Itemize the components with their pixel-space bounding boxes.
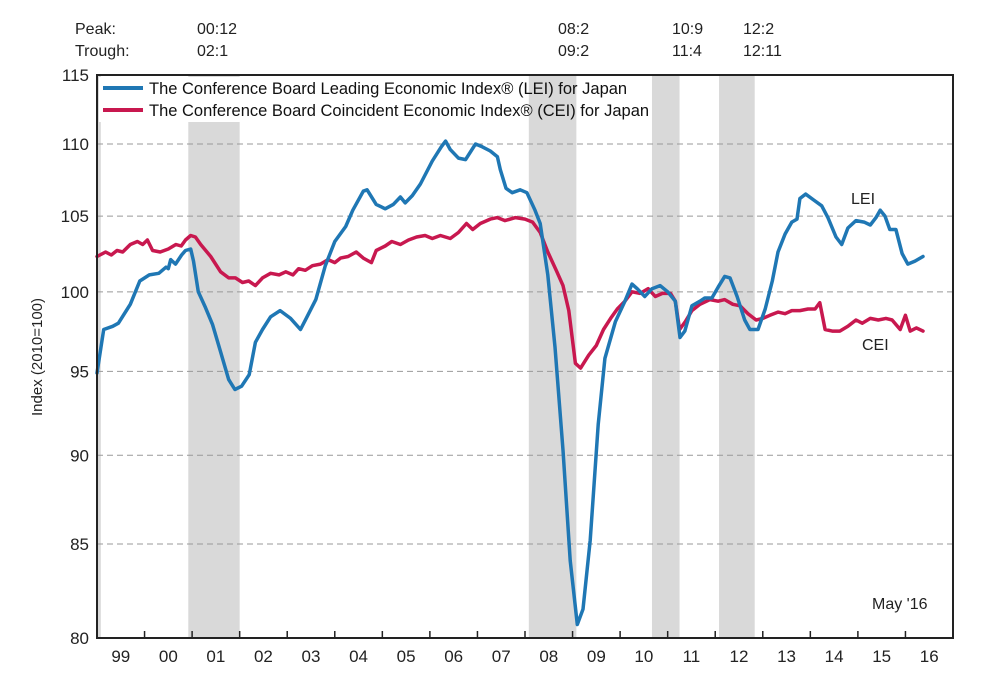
x-tick-label: 03 [302,647,321,666]
x-tick-label: 14 [825,647,844,666]
x-tick-label: 05 [397,647,416,666]
gridlines [97,143,953,545]
legend: The Conference Board Leading Economic In… [99,77,649,122]
legend-box [99,77,454,122]
y-tick-label: 85 [70,535,89,554]
y-axis-title: Index (2010=100) [29,298,46,416]
x-tick-label: 11 [683,647,701,666]
x-tick-label: 07 [492,647,511,666]
y-tick-label: 90 [70,446,89,465]
x-tick-label: 09 [587,647,606,666]
legend-label-lei: The Conference Board Leading Economic In… [149,80,627,98]
y-tick-label: 80 [70,629,89,648]
x-tick-label: 02 [254,647,273,666]
trough-date: 02:1 [197,43,228,60]
peak-date: 10:9 [672,21,703,38]
annotation-cei: CEI [862,337,889,354]
recession-bands [97,75,755,638]
series-line-cei [95,215,925,370]
turning-points: 00:12 02:1 08:2 09:2 10:9 11:4 12:2 12:11 [197,21,782,60]
x-tick-label: 12 [730,647,749,666]
trough-row-label: Trough: [75,43,130,60]
recession-band [651,75,680,638]
x-tick-label: 00 [159,647,178,666]
series-lines [95,139,925,627]
x-tick-label: 01 [206,647,225,666]
x-tick-label: 04 [349,647,368,666]
y-tick-label: 105 [61,207,89,226]
y-tick-label: 100 [61,283,89,302]
x-tick-label: 06 [444,647,463,666]
x-tick-label: 13 [777,647,796,666]
peak-row-label: Peak: [75,21,116,38]
trough-date: 11:4 [672,43,702,60]
y-tick-label: 95 [70,362,89,381]
recession-band [719,75,755,638]
annotation-date: May '16 [872,596,928,613]
trough-date: 09:2 [558,43,589,60]
x-tick-label: 15 [872,647,891,666]
x-tick-label: 16 [920,647,939,666]
recession-band [188,75,240,638]
y-axis: 80 85 90 95 100 105 110 115 [61,66,89,648]
peak-date: 12:2 [743,21,774,38]
annotation-lei: LEI [851,191,875,208]
peak-date: 00:12 [197,21,237,38]
y-tick-label: 110 [62,135,89,154]
x-tick-label: 10 [634,647,653,666]
peak-date: 08:2 [558,21,589,38]
y-tick-label: 115 [62,66,89,85]
x-tick-label: 99 [111,647,130,666]
trough-date: 12:11 [743,43,782,60]
series-line-lei [95,139,925,627]
x-axis: 99 00 01 02 03 04 05 06 07 08 09 10 11 12 13 14 15 16 [111,631,939,666]
legend-label-cei: The Conference Board Coincident Economic… [149,102,649,120]
x-tick-label: 08 [539,647,558,666]
